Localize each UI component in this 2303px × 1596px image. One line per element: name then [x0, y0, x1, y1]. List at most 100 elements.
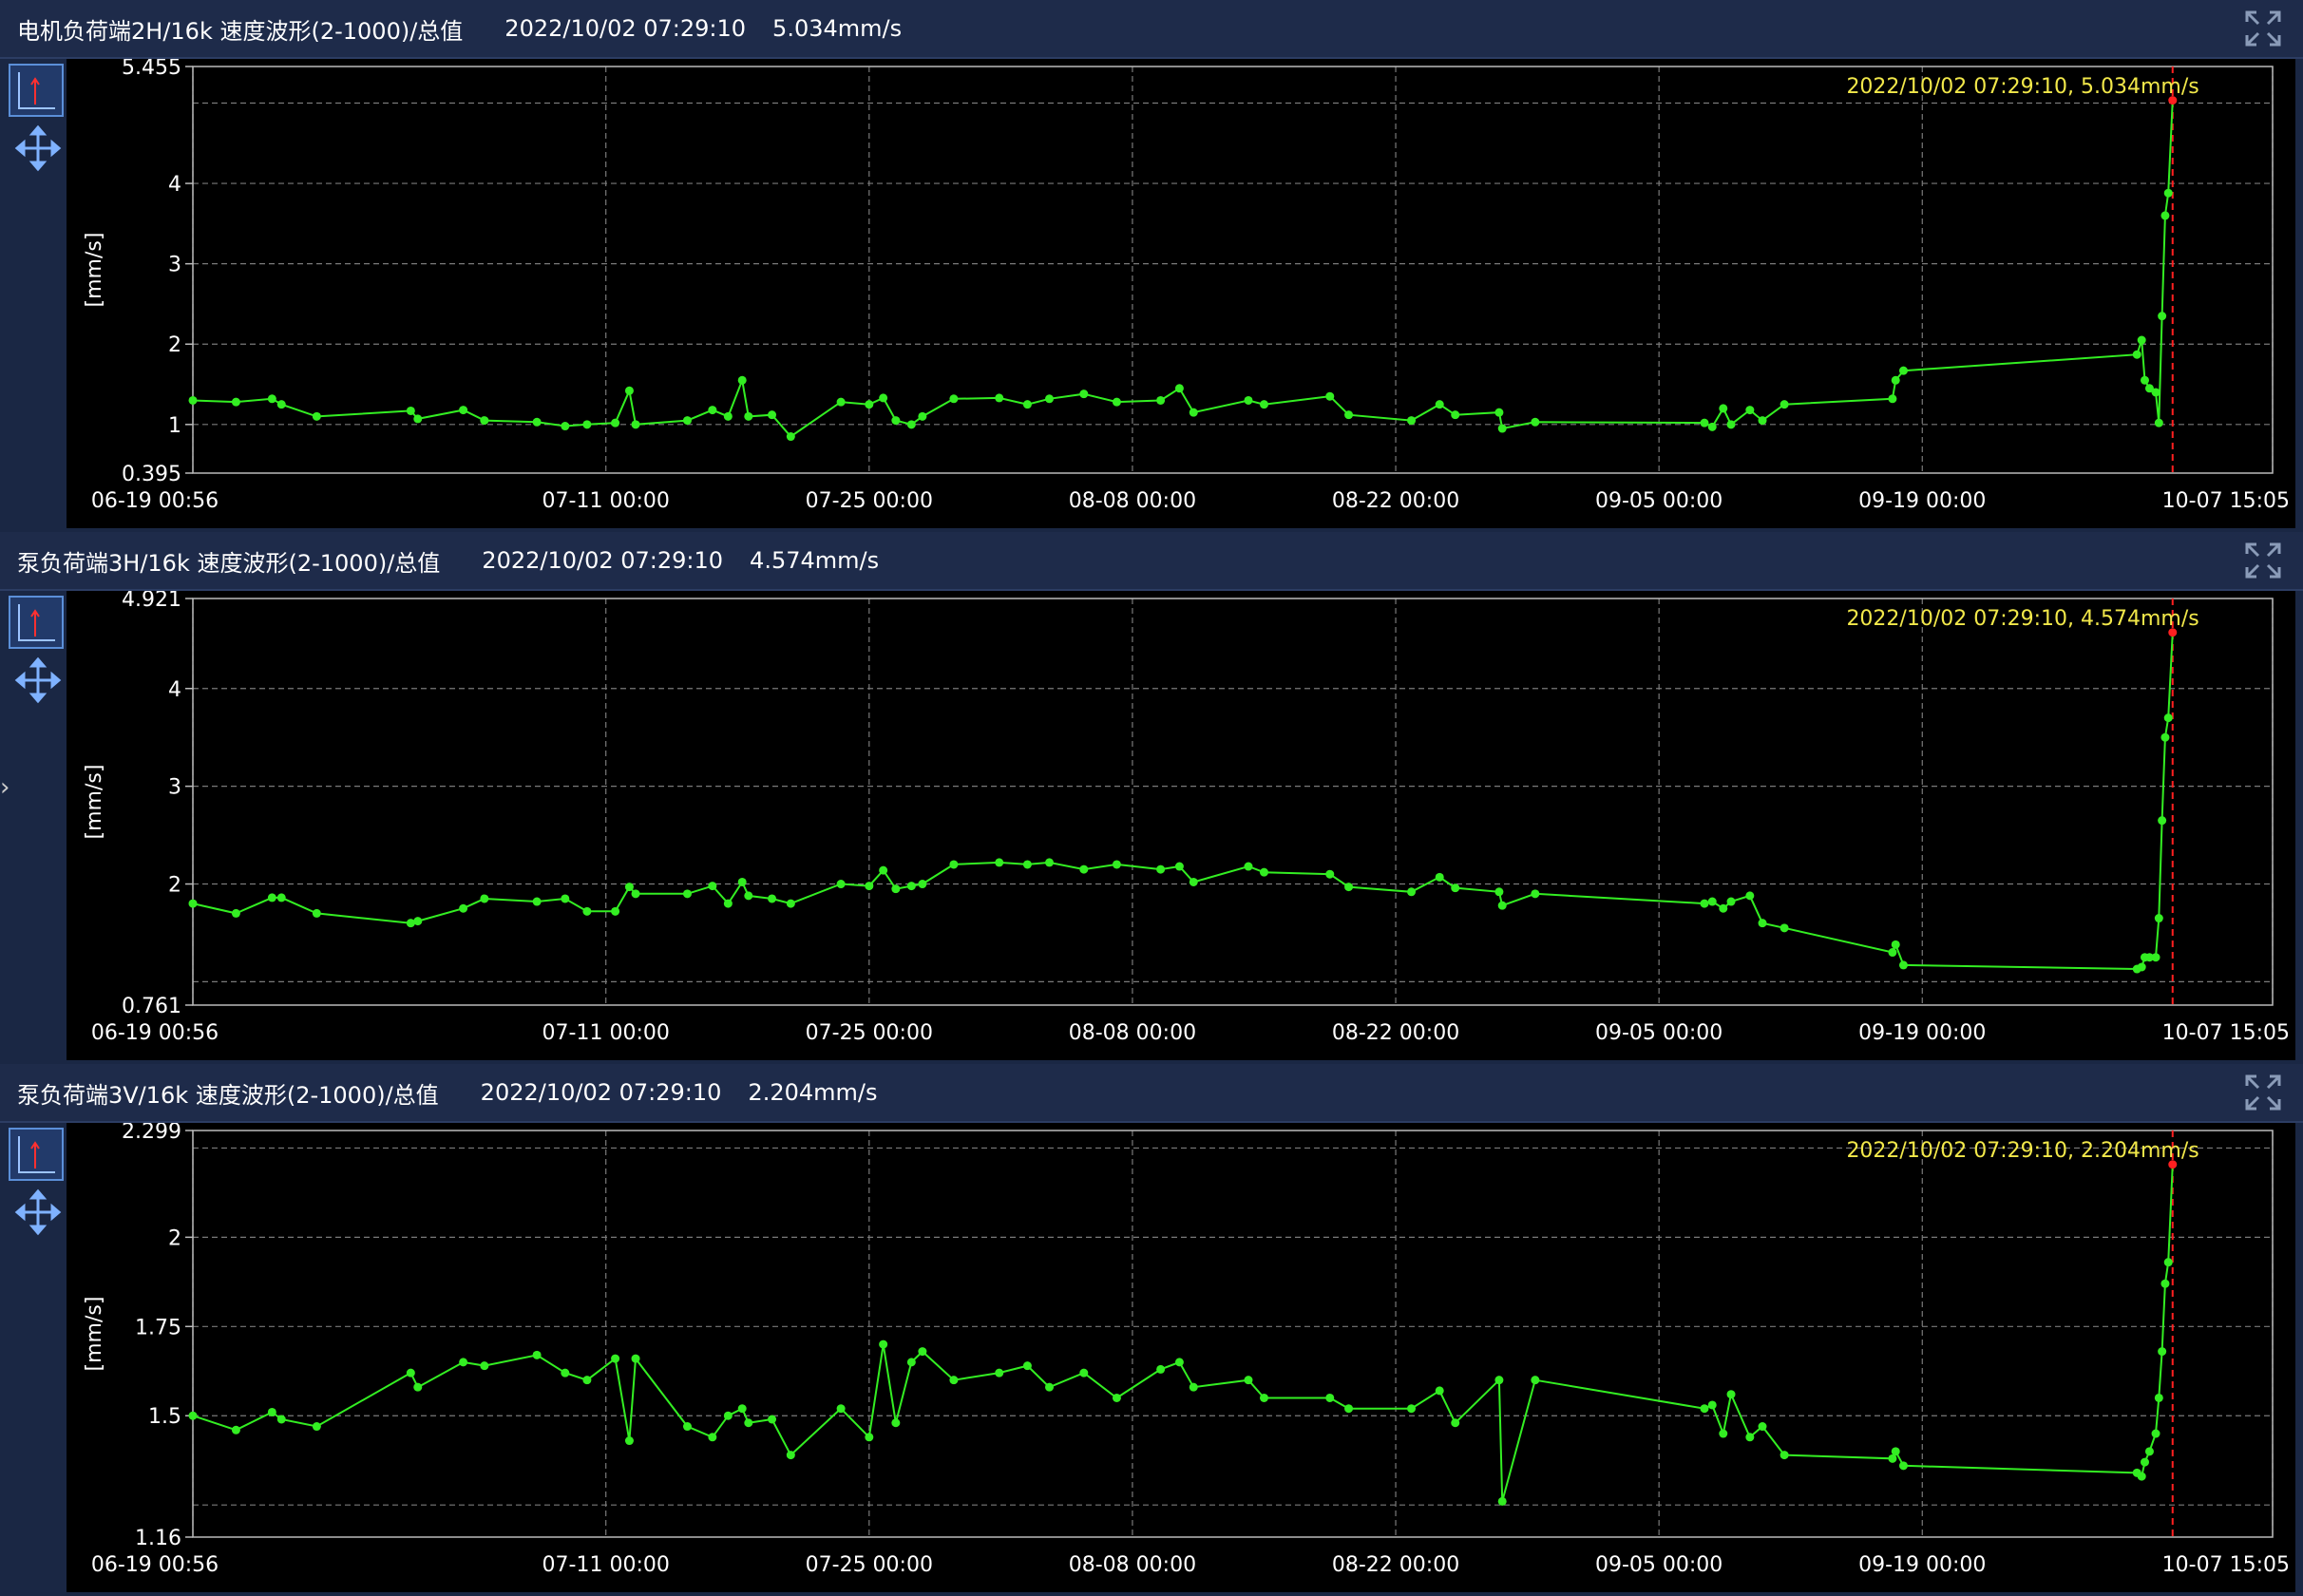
- y-tick-label: 1.5: [148, 1405, 181, 1429]
- data-point: [1497, 424, 1507, 433]
- y-tick-label: 4: [168, 173, 181, 197]
- chart-panel: 泵负荷端3H/16k 速度波形(2-1000)/总值 2022/10/02 07:…: [0, 532, 2303, 1064]
- pan-tool-button[interactable]: [14, 1188, 62, 1236]
- axis-tool-icon: [18, 1136, 55, 1173]
- data-point: [561, 894, 570, 903]
- data-point: [1888, 948, 1897, 958]
- data-point: [1707, 897, 1717, 906]
- data-point: [582, 906, 592, 916]
- data-point: [949, 394, 959, 404]
- data-point: [1407, 887, 1417, 897]
- data-point: [2168, 1160, 2178, 1169]
- x-tick-label: 09-19 00:00: [1858, 1021, 1986, 1045]
- panel-header: 泵负荷端3V/16k 速度波形(2-1000)/总值 2022/10/02 07:…: [0, 1064, 2303, 1123]
- data-point: [891, 416, 901, 426]
- data-point: [1112, 397, 1121, 407]
- data-point: [737, 375, 747, 385]
- data-point: [188, 1411, 198, 1420]
- data-point: [1494, 887, 1504, 897]
- data-point: [2132, 350, 2141, 359]
- data-point: [1244, 395, 1253, 405]
- data-point: [682, 1422, 692, 1432]
- data-point: [723, 899, 733, 908]
- y-tick-label: 4: [168, 678, 181, 702]
- y-axis-label: [mm/s]: [83, 1297, 106, 1372]
- x-tick-label: 06-19 00:56: [91, 1553, 219, 1577]
- data-point: [918, 1347, 927, 1357]
- expand-button[interactable]: [2244, 542, 2282, 580]
- data-point: [995, 1368, 1004, 1378]
- data-point: [995, 393, 1004, 403]
- data-point: [786, 899, 795, 908]
- data-point: [624, 1436, 634, 1446]
- y-tick-label: 2: [168, 874, 181, 898]
- axis-tool-button[interactable]: [9, 1128, 64, 1181]
- data-point: [1407, 1404, 1417, 1414]
- x-tick-label: 08-22 00:00: [1332, 489, 1459, 513]
- data-point: [891, 884, 901, 894]
- data-point: [276, 893, 286, 902]
- panel-value: 5.034mm/s: [772, 15, 903, 42]
- data-point: [708, 406, 717, 415]
- expand-button[interactable]: [2244, 10, 2282, 48]
- x-tick-label: 06-19 00:56: [91, 1021, 219, 1045]
- data-point: [561, 422, 570, 431]
- plot-area: 06-19 00:56 07-11 00:00 07-25 00:00 08-08 0…: [67, 588, 2295, 1060]
- data-point: [532, 897, 542, 906]
- data-point: [312, 411, 321, 421]
- data-point: [1780, 1451, 1789, 1460]
- axis-tool-button[interactable]: [9, 64, 64, 117]
- toolbar: [0, 59, 67, 532]
- data-point: [459, 406, 468, 415]
- data-point: [2137, 335, 2146, 345]
- data-point: [312, 908, 321, 918]
- data-point: [231, 1425, 240, 1434]
- data-point: [2151, 388, 2160, 397]
- data-point: [1494, 408, 1504, 417]
- data-point: [1497, 901, 1507, 910]
- data-point: [611, 906, 620, 916]
- data-point: [1888, 394, 1897, 404]
- axis-tool-arrow: [30, 1141, 40, 1168]
- data-point: [723, 1411, 733, 1420]
- data-point: [1045, 858, 1055, 867]
- data-point: [1174, 1358, 1184, 1367]
- data-point: [708, 882, 717, 891]
- data-point: [836, 397, 846, 407]
- data-point: [1707, 422, 1717, 431]
- data-point: [1891, 1447, 1900, 1456]
- data-point: [2137, 962, 2146, 972]
- data-point: [2168, 628, 2178, 637]
- data-point: [1435, 1386, 1444, 1396]
- data-point: [1531, 417, 1540, 427]
- toolbar: ›: [0, 591, 67, 1064]
- data-point: [1189, 1382, 1198, 1392]
- data-point: [744, 891, 753, 901]
- data-point: [2160, 211, 2170, 220]
- pan-tool-icon: [14, 124, 62, 172]
- data-point: [1022, 400, 1032, 409]
- data-point: [949, 860, 959, 869]
- data-point: [1022, 1361, 1032, 1371]
- pan-tool-button[interactable]: [14, 124, 62, 172]
- data-point: [582, 1376, 592, 1385]
- plot-area: 06-19 00:56 07-11 00:00 07-25 00:00 08-08 0…: [67, 56, 2295, 528]
- data-point: [611, 1354, 620, 1363]
- data-point: [2163, 713, 2173, 723]
- axis-tool-button[interactable]: [9, 596, 64, 649]
- data-point: [561, 1368, 570, 1378]
- toolbar-icons: [9, 64, 64, 172]
- data-point: [1174, 862, 1184, 871]
- axis-tool-arrow: [30, 609, 40, 636]
- data-point: [1435, 872, 1444, 882]
- data-point: [1531, 889, 1540, 899]
- pan-tool-button[interactable]: [14, 656, 62, 704]
- data-point: [2158, 1347, 2167, 1357]
- expand-icon: [2245, 542, 2281, 579]
- y-tick-label: 2: [168, 333, 181, 357]
- pan-tool-icon: [14, 656, 62, 704]
- expand-button[interactable]: [2244, 1074, 2282, 1112]
- data-point: [836, 880, 846, 889]
- data-point: [737, 1404, 747, 1414]
- panel-value: 4.574mm/s: [750, 547, 880, 574]
